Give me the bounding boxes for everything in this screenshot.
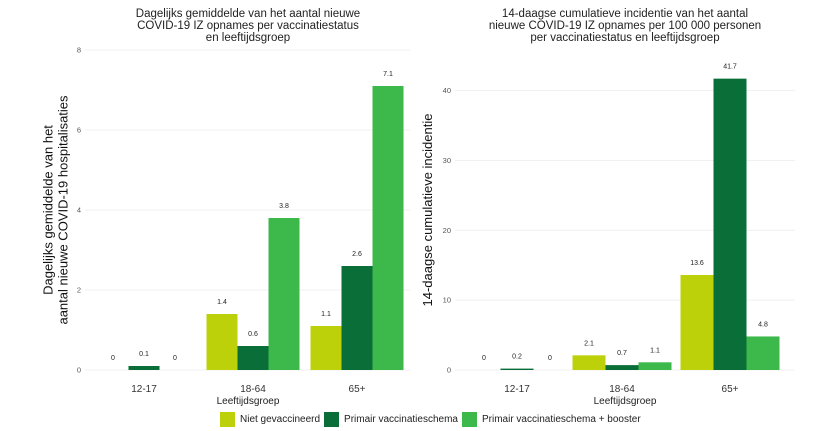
- panel2-title-line-1: 14-daagse cumulatieve incidentie van het…: [502, 8, 748, 20]
- panel1-ylabel-line-1: Dagelijks gemiddelde van het: [41, 125, 56, 295]
- panel1-title-line-3: en leeftijdsgroep: [206, 32, 290, 44]
- legend-item-niet-gevaccineerd: Niet gevaccineerd: [220, 412, 320, 427]
- panel2-datalabel-18-64-s2: 0.7: [617, 350, 627, 357]
- panel2-datalabel-18-64-s3: 1.1: [650, 347, 660, 354]
- panel1-ytick-0: 0: [77, 366, 81, 375]
- panel2-ylabel-line-1: 14-daagse cumulatieve incidentie: [420, 114, 435, 307]
- panel2-bar-65+-s1: [680, 274, 714, 370]
- panel1-datalabel-65+-s3: 7.1: [383, 71, 393, 78]
- panel1-datalabel-18-64-s1: 1.4: [217, 299, 227, 306]
- panel2-xtick-18-64: 18-64: [609, 384, 635, 395]
- panel1-ylabel-line-2: aantal nieuwe COVID-19 hospitalisaties: [56, 95, 71, 325]
- panel2-xtick-12-17: 12-17: [504, 384, 530, 395]
- panel1-datalabel-18-64-s3: 3.8: [279, 203, 289, 210]
- panel1-ytick-4: 4: [77, 206, 81, 215]
- panel2-ytick-40: 40: [443, 86, 451, 95]
- legend-item-booster: Primair vaccinatieschema + booster: [461, 412, 641, 427]
- panel1-ytick-8: 8: [77, 46, 81, 55]
- panel1-title-line-2: COVID-19 IZ opnames per vaccinatiestatus: [137, 20, 359, 32]
- panel2-ytick-20: 20: [443, 226, 451, 235]
- panel2-datalabel-65+-s1: 13.6: [690, 260, 704, 267]
- panel2-ytick-30: 30: [443, 156, 451, 165]
- panel1-xtick-18-64: 18-64: [240, 384, 266, 395]
- panel2-datalabel-12-17-s1: 0: [482, 355, 486, 362]
- panel1-xtick-65+: 65+: [349, 384, 366, 395]
- panel2-bar-65+-s2: [713, 78, 747, 370]
- panel1-datalabel-65+-s2: 2.6: [352, 251, 362, 258]
- panel1-datalabel-12-17-s1: 0: [111, 355, 115, 362]
- panel1-bar-65+-s1: [310, 326, 342, 370]
- panel2-ytick-0: 0: [447, 366, 451, 375]
- panel2-bar-18-64-s3: [638, 362, 672, 370]
- panel2-bar-65+-s3: [746, 336, 780, 370]
- panel2-xtick-65+: 65+: [722, 384, 739, 395]
- panel2-datalabel-12-17-s2: 0.2: [512, 354, 522, 361]
- panel1-title-line-1: Dagelijks gemiddelde van het aantal nieu…: [136, 8, 360, 20]
- legend-label-niet-gevaccineerd: Niet gevaccineerd: [240, 414, 321, 425]
- legend-swatch-booster: [461, 412, 477, 427]
- panel1-datalabel-12-17-s2: 0.1: [139, 351, 149, 358]
- panel2-datalabel-18-64-s1: 2.1: [584, 340, 594, 347]
- panel2-bar-12-17-s2: [500, 368, 534, 370]
- legend-swatch-primair: [324, 412, 340, 427]
- panel1-datalabel-65+-s1: 1.1: [321, 311, 331, 318]
- panel1-bar-18-64-s3: [268, 218, 300, 370]
- legend-label-primair: Primair vaccinatieschema: [344, 414, 458, 425]
- panel2-title-line-3: per vaccinatiestatus en leeftijdsgroep: [530, 32, 719, 44]
- panel1-datalabel-12-17-s3: 0: [173, 355, 177, 362]
- panel2-bar-18-64-s1: [572, 355, 606, 370]
- panel2-title-line-2: nieuwe COVID-19 IZ opnames per 100 000 p…: [489, 20, 761, 32]
- panel2-datalabel-65+-s2: 41.7: [723, 64, 737, 71]
- panel2-ytick-10: 10: [443, 296, 451, 305]
- panel1-ytick-6: 6: [77, 126, 81, 135]
- panel2-datalabel-12-17-s3: 0: [548, 355, 552, 362]
- panel2-xlabel: Leeftijdsgroep: [594, 396, 657, 407]
- legend-label-booster: Primair vaccinatieschema + booster: [481, 414, 641, 425]
- panel1-xtick-12-17: 12-17: [131, 384, 157, 395]
- panel1-bar-65+-s2: [341, 266, 373, 370]
- panel2-bar-18-64-s2: [605, 365, 639, 370]
- panel1-ytick-2: 2: [77, 286, 81, 295]
- panel1-datalabel-18-64-s2: 0.6: [248, 331, 258, 338]
- panel2-datalabel-65+-s3: 4.8: [758, 321, 768, 328]
- panel1-xlabel: Leeftijdsgroep: [217, 396, 280, 407]
- panel1-bar-18-64-s1: [206, 314, 238, 370]
- legend-swatch-niet-gevaccineerd: [220, 412, 235, 427]
- legend-item-primair: Primair vaccinatieschema: [324, 412, 458, 427]
- chart-legend: Niet gevaccineerd Primair vaccinatiesche…: [220, 412, 645, 427]
- panel1-bar-12-17-s2: [128, 366, 160, 370]
- panel1-bar-65+-s3: [372, 86, 404, 370]
- panel1-bar-18-64-s2: [237, 346, 269, 370]
